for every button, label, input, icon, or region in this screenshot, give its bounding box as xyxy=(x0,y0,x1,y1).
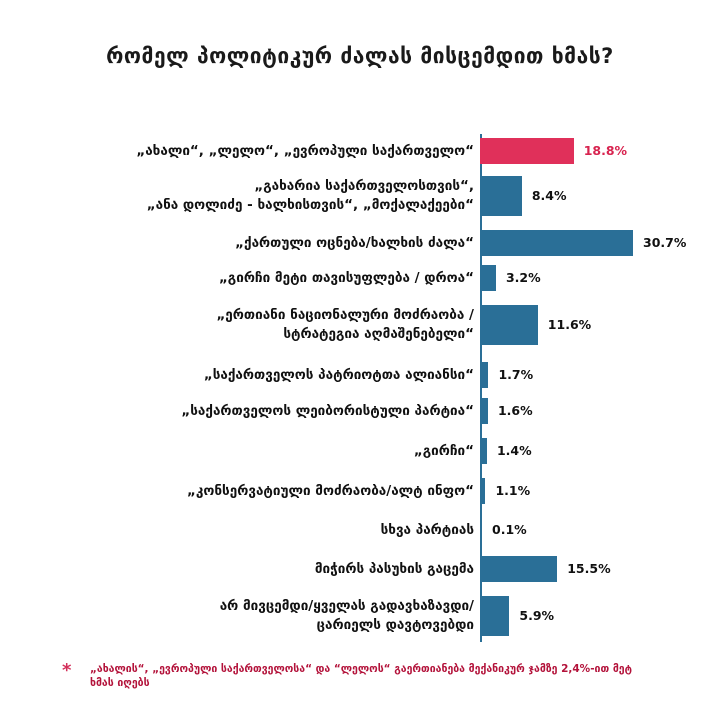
footnote-star: * xyxy=(62,660,72,681)
category-label: მიჭირს პასუხის გაცემა xyxy=(314,560,474,577)
category-label: „გახარია საქართველოსთვის“, „ანა დოლიძე -… xyxy=(146,178,474,213)
category-label: „გირჩი“ xyxy=(413,442,474,459)
bar xyxy=(480,138,574,164)
category-label: „საქართველოს პატრიოტთა ალიანსი“ xyxy=(203,366,474,383)
bar xyxy=(480,517,482,543)
bar xyxy=(480,556,558,582)
chart-title: რომელ პოლიტიკურ ძალას მისცემდით ხმას? xyxy=(106,44,614,68)
category-label: „ერთიანი ნაციონალური მოძრაობა / სტრატეგი… xyxy=(216,307,474,342)
value-label: 18.8% xyxy=(583,143,628,158)
category-label: „კონსერვატიული მოძრაობა/ალტ ინფო“ xyxy=(187,482,474,499)
value-label: 5.9% xyxy=(519,608,555,623)
axis-line xyxy=(480,134,482,642)
bar xyxy=(480,176,522,216)
value-label: 1.1% xyxy=(495,483,531,498)
category-label: არ მივცემდი/ყველას გადავხაზავდი/ ცარიელს… xyxy=(219,598,474,633)
value-label: 0.1% xyxy=(492,522,527,537)
category-label: „საქართველოს ლეიბორისტული პარტია“ xyxy=(181,402,474,419)
value-label: 30.7% xyxy=(643,235,687,250)
bar xyxy=(480,438,487,464)
bar xyxy=(480,596,510,636)
value-label: 11.6% xyxy=(547,317,592,332)
category-label: სხვა პარტიას xyxy=(380,521,474,538)
bar xyxy=(480,362,489,388)
value-label: 1.4% xyxy=(496,443,532,458)
footnote-text: „ახალის“, „ევროპული საქართველოსა“ და “ლე… xyxy=(90,663,632,689)
value-label: 15.5% xyxy=(567,561,611,576)
bar xyxy=(480,265,496,291)
value-label: 1.7% xyxy=(498,367,534,382)
category-label: „ქართული ოცნება/ხალხის ძალა“ xyxy=(235,234,474,251)
bar xyxy=(480,478,486,504)
bar xyxy=(480,230,633,256)
value-label: 3.2% xyxy=(505,270,541,285)
bar xyxy=(480,398,488,424)
category-label: „ახალი“, „ლელო“, „ევროპული საქართველო“ xyxy=(136,142,474,159)
bar xyxy=(480,305,538,345)
value-label: 1.6% xyxy=(497,403,533,418)
value-label: 8.4% xyxy=(531,188,567,203)
category-label: „გირჩი მეტი თავისუფლება / დროა“ xyxy=(218,269,474,286)
